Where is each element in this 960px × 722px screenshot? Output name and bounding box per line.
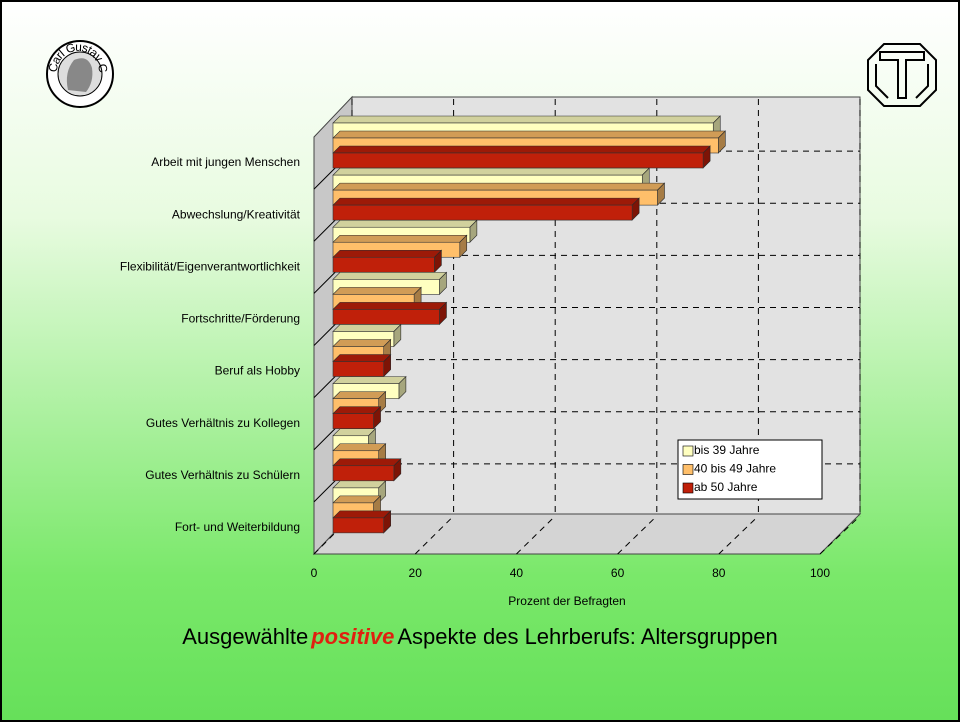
bar-top-shade <box>333 428 376 436</box>
bar-side-shade <box>383 354 391 377</box>
x-axis-label: Prozent der Befragten <box>508 594 625 608</box>
x-tick-label: 0 <box>311 566 318 580</box>
bar <box>332 458 402 482</box>
bar <box>332 405 382 430</box>
slide-title: Ausgewählte positive Aspekte des Lehrberuf… <box>2 624 958 650</box>
grid-line <box>819 515 861 555</box>
bar-side-shade <box>434 250 442 273</box>
legend-box <box>677 439 823 500</box>
bar-top-shade <box>333 235 467 243</box>
bar-top-shade <box>333 443 386 451</box>
bar-side-shade <box>469 220 477 243</box>
bar-side-shade <box>703 146 711 168</box>
bar-top-shade <box>333 458 401 466</box>
bar-side-shade <box>398 376 406 399</box>
bar-top-shade <box>333 495 381 503</box>
grid-line <box>718 515 759 555</box>
floor <box>312 513 862 555</box>
tu-logo <box>867 43 937 107</box>
legend: bis 39 Jahre 40 bis 49 Jahre ab 50 Jahre <box>677 439 823 500</box>
bar-side-shade <box>632 198 640 221</box>
bar <box>332 375 407 400</box>
bar-side-shade <box>393 458 401 481</box>
legend-swatch <box>682 445 694 457</box>
legend-label: ab 50 Jahre <box>694 480 758 494</box>
legend-swatch <box>682 464 694 475</box>
title-emphasis: positive <box>311 624 395 649</box>
legend-label: 40 bis 49 Jahre <box>694 462 776 476</box>
logo-text: Carl Gustav Carus <box>2 2 110 74</box>
bar <box>332 510 392 534</box>
bar-face <box>332 517 385 534</box>
y-tick-label: Flexibilität/Eigenverantwortlichkeit <box>120 259 301 273</box>
y-tick-label: Arbeit mit jungen Menschen <box>151 155 300 169</box>
bar-face <box>332 256 435 273</box>
bar-side-shade <box>439 272 447 295</box>
bar-top-shade <box>333 183 665 191</box>
bar-side-shade <box>718 131 726 153</box>
bar-face <box>332 309 440 325</box>
bar-top-shade <box>333 354 391 362</box>
bar-top-shade <box>333 168 650 176</box>
bar-top-shade <box>333 302 447 310</box>
bar-top-shade <box>333 272 447 280</box>
bar-top-shade <box>333 116 721 123</box>
grid-line <box>414 515 454 555</box>
bar-top-shade <box>333 480 386 488</box>
bar-side-shade <box>657 183 665 206</box>
x-tick-label: 100 <box>810 566 830 580</box>
y-tick-label: Abwechslung/Kreativität <box>172 207 301 221</box>
bar-top-shade <box>333 146 711 153</box>
bar-top-shade <box>333 376 406 384</box>
legend-label: bis 39 Jahre <box>694 443 760 457</box>
bar-top-shade <box>333 287 422 295</box>
legend-swatch <box>682 482 694 494</box>
bar-face <box>332 413 374 429</box>
bar <box>332 249 443 273</box>
y-tick-label: Fort- und Weiterbildung <box>175 520 300 534</box>
bar <box>332 353 392 378</box>
bar-side-shade <box>459 235 467 258</box>
bar-top-shade <box>333 510 391 518</box>
bar-side-shade <box>439 302 447 325</box>
bar-face <box>332 152 704 169</box>
bar-top-shade <box>333 220 477 228</box>
bar-top-shade <box>333 131 726 138</box>
bar <box>332 197 640 221</box>
x-tick-label: 40 <box>510 566 524 580</box>
title-part: Ausgewählte <box>182 624 309 649</box>
bar-face <box>332 204 633 221</box>
bar-face <box>332 361 385 377</box>
x-tick-label: 60 <box>611 566 625 580</box>
logo-text-path: Carl Gustav Carus <box>2 2 110 74</box>
title-part: Aspekte des Lehrberufs: Altersgruppen <box>397 624 778 649</box>
grid-line <box>617 515 658 555</box>
bar-top-shade <box>333 406 381 414</box>
bar <box>332 301 448 326</box>
y-tick-label: Gutes Verhältnis zu Schülern <box>145 468 300 482</box>
bar-top-shade <box>333 339 391 347</box>
bar <box>332 338 392 363</box>
x-tick-label: 20 <box>409 566 423 580</box>
bar-top-shade <box>333 250 442 258</box>
carus-logo: Carl Gustav Carus <box>2 2 114 108</box>
bar-side-shade <box>393 324 401 347</box>
bar-face <box>332 465 395 482</box>
bar-side-shade <box>383 510 391 533</box>
y-tick-label: Fortschritte/Förderung <box>181 312 300 326</box>
bar-side-shade <box>373 406 381 429</box>
grid-line <box>516 515 556 555</box>
y-tick-label: Beruf als Hobby <box>215 364 300 378</box>
bar-top-shade <box>333 324 401 332</box>
bar-top-shade <box>333 391 386 399</box>
bar <box>332 145 711 169</box>
x-tick-label: 80 <box>712 566 726 580</box>
y-tick-label: Gutes Verhältnis zu Kollegen <box>146 416 300 430</box>
bar-top-shade <box>333 198 640 206</box>
